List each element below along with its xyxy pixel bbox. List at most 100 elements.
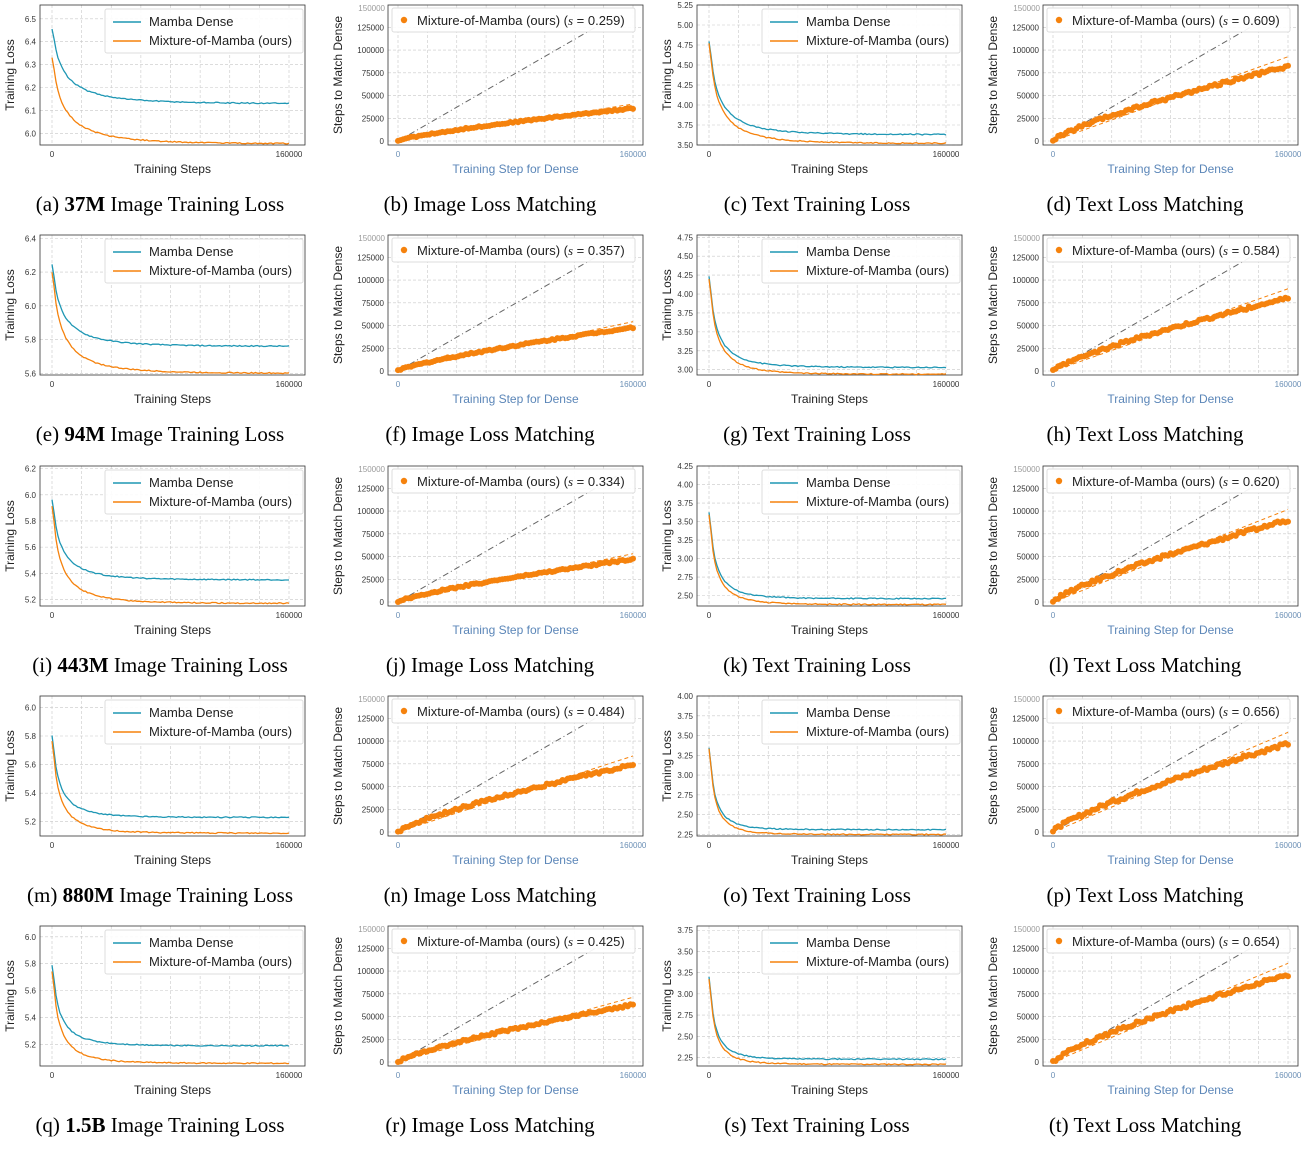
y-tick-label: 3.50 — [677, 141, 693, 150]
plot-frame — [696, 695, 963, 837]
y-tick-label: 5.8 — [25, 960, 37, 969]
legend-mom-label: Mixture-of-Mamba (ours) — [149, 263, 292, 278]
panel-caption: (s) Text Training Loss — [657, 1113, 977, 1138]
x-axis-label: Training Step for Dense — [1107, 392, 1234, 406]
y-tick-label: 0 — [1035, 1058, 1040, 1067]
dense-series-line — [708, 976, 947, 1061]
plot-frame — [39, 234, 306, 376]
legend-mom-label: Mixture-of-Mamba (ours) — [806, 724, 949, 739]
legend-box — [761, 238, 961, 284]
reference-diagonal — [397, 705, 617, 833]
y-axis-label: Steps to Match Dense — [331, 246, 345, 364]
plot-frame — [387, 465, 644, 607]
legend-box — [1046, 698, 1291, 724]
x-axis-label: Training Steps — [134, 392, 211, 406]
y-tick-label: 0 — [1035, 828, 1040, 837]
caption-text: Image Loss Matching — [413, 883, 597, 907]
panel-text-match: 0 25000 50000 75000 100000 125000 150000 0 16000… — [985, 461, 1305, 691]
legend-marker — [1055, 707, 1063, 715]
mom-series-line — [708, 43, 947, 145]
y-tick-label: 100000 — [1012, 737, 1039, 746]
y-tick-label: 5.6 — [25, 761, 37, 770]
panel-caption: (o) Text Training Loss — [657, 883, 977, 908]
x-tick-label: 0 — [50, 841, 55, 850]
panel-text-match: 0 25000 50000 75000 100000 125000 150000 0 16000… — [985, 0, 1305, 230]
plot-frame — [1042, 925, 1299, 1067]
panel-text-loss: 2.25 2.50 2.75 3.00 3.25 3.50 3.75 0 160000 Train… — [657, 921, 977, 1151]
caption-text: Image Loss Matching — [411, 1113, 595, 1137]
match-chart: 0 25000 50000 75000 100000 125000 150000 0 16000… — [331, 465, 647, 637]
data-point — [630, 1001, 636, 1008]
dense-series-line — [51, 264, 290, 348]
plot-frame — [696, 925, 963, 1067]
legend-marker — [1055, 16, 1063, 24]
x-axis-label: Training Step for Dense — [1107, 853, 1234, 867]
y-tick-label: 4.25 — [677, 271, 693, 280]
legend-label: Mixture-of-Mamba (ours) (s = 0.656) — [1072, 704, 1280, 719]
y-tick-label: 50000 — [1017, 92, 1040, 101]
x-tick-label: 0 — [396, 1071, 401, 1080]
y-tick-label: 150000 — [1013, 465, 1040, 474]
panel-image-loss: 5.2 5.4 5.6 5.8 6.0 0 160000 Training Steps Trai… — [0, 921, 320, 1151]
y-tick-label: 50000 — [362, 1013, 385, 1022]
data-point — [1285, 973, 1291, 980]
y-tick-label: 100000 — [1012, 507, 1039, 516]
x-axis-label: Training Step for Dense — [1107, 623, 1234, 637]
x-tick-label: 160000 — [620, 150, 647, 159]
x-tick-label: 0 — [396, 841, 401, 850]
panel-image-loss: 6.0 6.1 6.2 6.3 6.4 6.5 0 160000 Training Steps T… — [0, 0, 320, 230]
x-axis-label: Training Step for Dense — [1107, 162, 1234, 176]
legend-dense-label: Mamba Dense — [149, 14, 234, 29]
legend-box — [391, 237, 636, 263]
y-tick-label: 4.25 — [677, 462, 693, 471]
y-tick-label: 5.8 — [25, 336, 37, 345]
data-point — [1285, 518, 1291, 525]
caption-letter: (f) — [385, 422, 407, 446]
loss-chart: 6.0 6.1 6.2 6.3 6.4 6.5 0 160000 Training Steps T… — [3, 4, 306, 176]
legend-marker — [400, 937, 408, 945]
panel-caption: (k) Text Training Loss — [657, 653, 977, 678]
y-tick-label: 6.2 — [25, 268, 37, 277]
y-axis-label: Training Loss — [660, 39, 674, 111]
caption-letter: (o) — [723, 883, 748, 907]
y-axis-label: Steps to Match Dense — [986, 16, 1000, 134]
caption-text: Image Loss Matching — [411, 422, 595, 446]
x-tick-label: 160000 — [620, 611, 647, 620]
y-tick-label: 25000 — [1017, 344, 1040, 353]
panel-caption: (e) 94M Image Training Loss — [0, 422, 320, 447]
x-tick-label: 0 — [1051, 150, 1056, 159]
match-chart: 0 25000 50000 75000 100000 125000 150000 0 16000… — [986, 695, 1302, 867]
y-tick-label: 0 — [380, 598, 385, 607]
plot-frame — [1042, 465, 1299, 607]
legend-dense-label: Mamba Dense — [149, 935, 234, 950]
caption-text: Image Training Loss — [113, 653, 288, 677]
y-tick-label: 3.25 — [677, 969, 693, 978]
panel-text-loss: 2.25 2.50 2.75 3.00 3.25 3.50 3.75 4.00 0 160000 T… — [657, 691, 977, 921]
panel-caption: (i) 443M Image Training Loss — [0, 653, 320, 678]
data-point — [1057, 824, 1064, 830]
mom-series-line — [708, 979, 947, 1066]
x-tick-label: 0 — [707, 380, 712, 389]
x-axis-label: Training Step for Dense — [452, 162, 579, 176]
x-tick-label: 160000 — [620, 1071, 647, 1080]
y-tick-label: 2.75 — [677, 573, 693, 582]
reference-diagonal — [397, 935, 617, 1063]
model-size: 443M — [57, 653, 109, 677]
y-tick-label: 125000 — [357, 23, 384, 32]
y-tick-label: 0 — [380, 367, 385, 376]
y-tick-label: 125000 — [357, 944, 384, 953]
plot-frame — [387, 234, 644, 376]
match-chart: 0 25000 50000 75000 100000 125000 150000 0 16000… — [986, 465, 1302, 637]
caption-letter: (g) — [723, 422, 748, 446]
y-tick-label: 6.0 — [25, 933, 37, 942]
reference-diagonal — [1052, 14, 1272, 142]
legend-label: Mixture-of-Mamba (ours) (s = 0.334) — [417, 474, 625, 489]
x-tick-label: 160000 — [276, 380, 303, 389]
x-tick-label: 160000 — [276, 841, 303, 850]
legend-mom-label: Mixture-of-Mamba (ours) — [806, 494, 949, 509]
legend-marker — [400, 246, 408, 254]
panel-image-match: 0 25000 50000 75000 100000 125000 150000 0 16000… — [330, 921, 650, 1151]
mom-series-line — [51, 272, 290, 375]
y-tick-label: 3.50 — [677, 328, 693, 337]
legend-dense-label: Mamba Dense — [806, 475, 891, 490]
